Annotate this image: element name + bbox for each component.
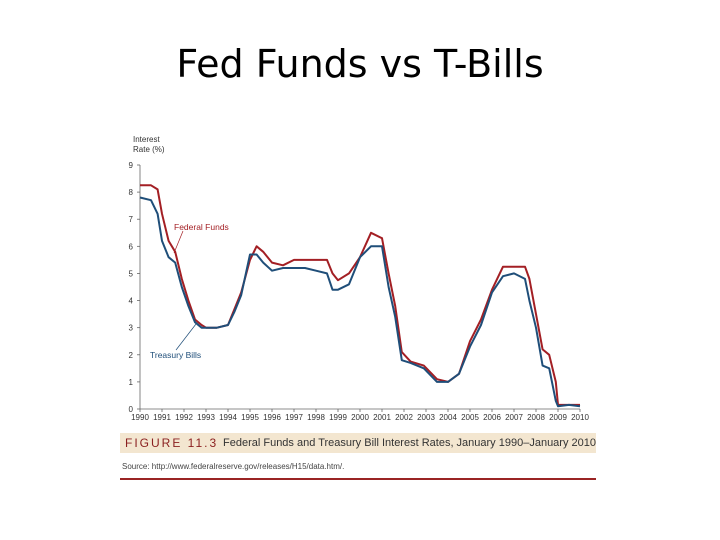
x-tick-label: 1992 <box>175 413 193 422</box>
y-tick-label: 7 <box>129 215 134 224</box>
figure-caption: Federal Funds and Treasury Bill Interest… <box>223 437 596 449</box>
fed-funds-line <box>140 184 580 406</box>
x-tick-label: 1990 <box>131 413 149 422</box>
y-tick-label: 8 <box>129 188 134 197</box>
tbill-label: Treasury Bills <box>150 350 201 360</box>
y-tick-label: 4 <box>129 297 134 306</box>
x-tick-label: 2010 <box>571 413 589 422</box>
tbill-leader <box>175 323 197 351</box>
bottom-rule <box>120 478 596 480</box>
y-tick-label: 9 <box>129 161 134 170</box>
x-tick-label: 1995 <box>241 413 259 422</box>
x-tick-label: 1993 <box>197 413 215 422</box>
x-tick-label: 2007 <box>505 413 523 422</box>
series-lines <box>139 184 581 408</box>
y-tick-label: 1 <box>129 378 134 387</box>
y-tick-label: 2 <box>129 351 134 360</box>
x-tick-label: 1997 <box>285 413 303 422</box>
x-tick-label: 2005 <box>461 413 479 422</box>
x-tick-label: 2000 <box>351 413 369 422</box>
x-ticks: 1990 1991 1992 1993 1994 1995 1996 1997 1998 1999… <box>131 409 589 422</box>
x-tick-label: 2001 <box>373 413 391 422</box>
figure-number: FIGURE 11.3 <box>125 436 219 450</box>
x-tick-label: 2006 <box>483 413 501 422</box>
x-tick-label: 1991 <box>153 413 171 422</box>
x-tick-label: 1994 <box>219 413 237 422</box>
slide-title: Fed Funds vs T-Bills <box>176 42 544 86</box>
y-tick-label: 5 <box>129 269 134 278</box>
x-tick-label: 2008 <box>527 413 545 422</box>
x-tick-label: 2009 <box>549 413 567 422</box>
y-tick-label: 6 <box>129 242 134 251</box>
figure-source: Source: http://www.federalreserve.gov/re… <box>122 462 345 471</box>
y-axis-label-line1: Interest <box>133 135 160 144</box>
x-tick-label: 1999 <box>329 413 347 422</box>
y-tick-label: 3 <box>129 324 134 333</box>
y-ticks: 0 1 2 3 4 5 6 7 8 9 <box>129 161 140 414</box>
x-tick-label: 2003 <box>417 413 435 422</box>
x-tick-label: 2004 <box>439 413 457 422</box>
caption-band <box>120 433 596 453</box>
y-tick-label: 0 <box>129 405 134 414</box>
fed-funds-label: Federal Funds <box>174 222 229 232</box>
fed-funds-leader <box>173 230 184 254</box>
x-tick-label: 1996 <box>263 413 281 422</box>
treasury-bills-line <box>139 196 581 408</box>
x-tick-label: 1998 <box>307 413 325 422</box>
y-axis-label-line2: Rate (%) <box>133 145 165 154</box>
x-tick-label: 2002 <box>395 413 413 422</box>
